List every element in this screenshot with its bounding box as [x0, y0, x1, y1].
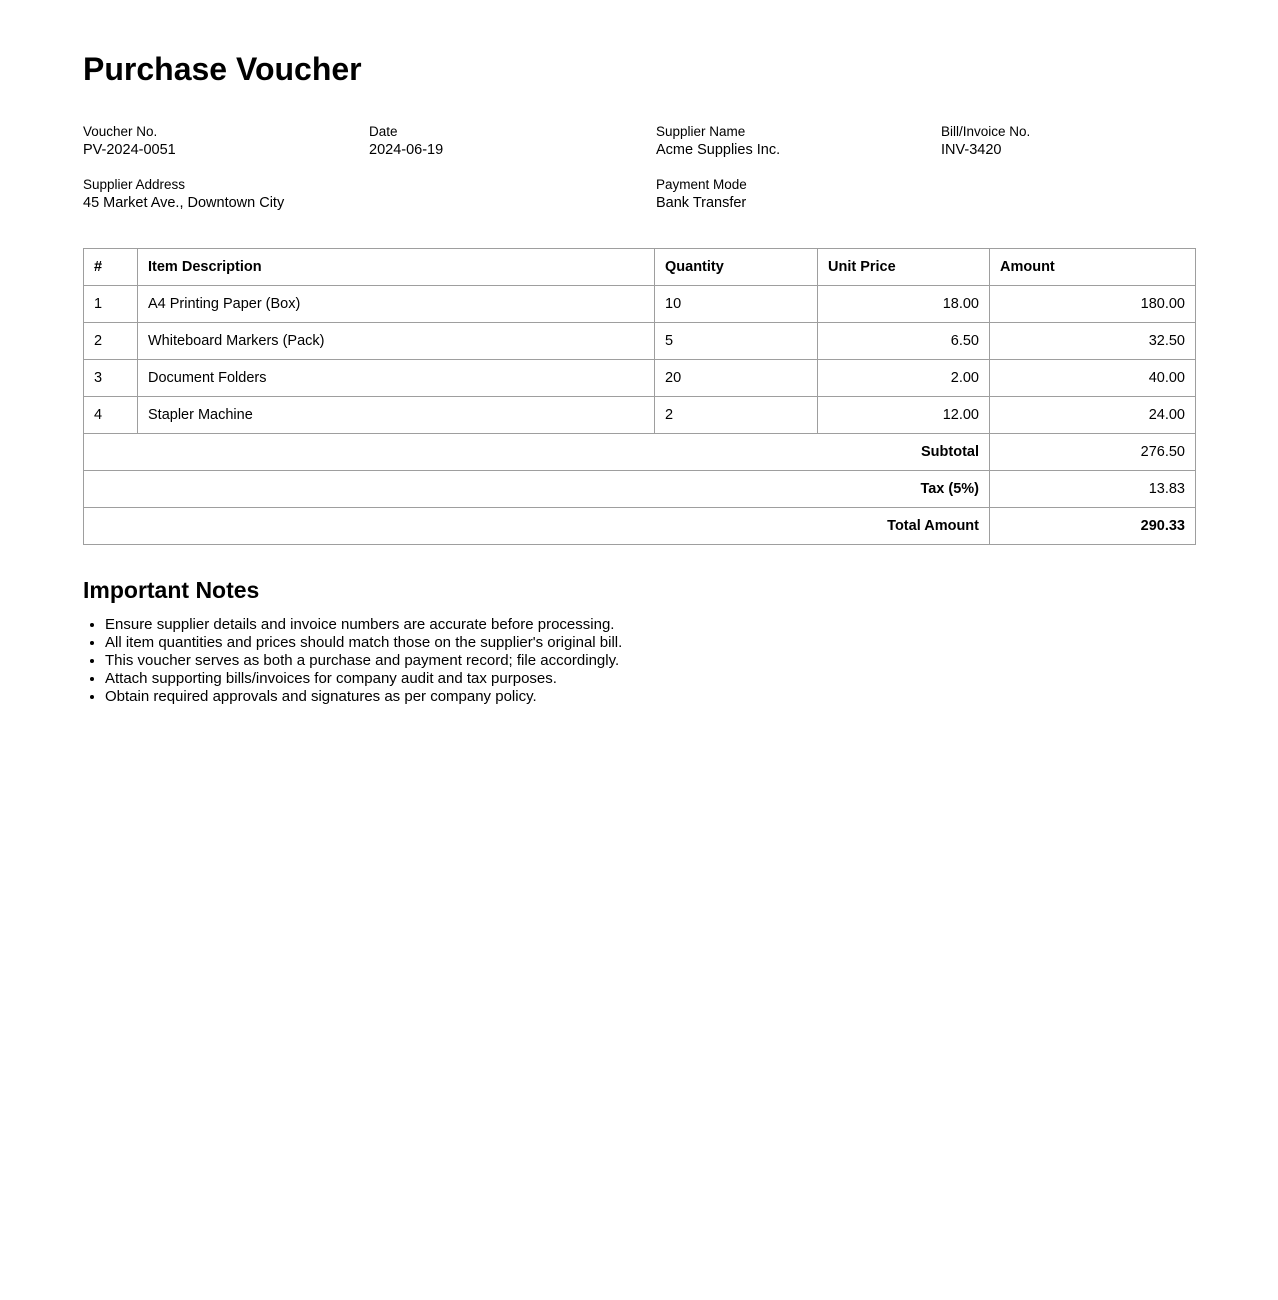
- field-payment-mode-value: Bank Transfer: [656, 195, 747, 211]
- subtotal-value: 276.50: [989, 433, 1196, 471]
- list-item: This voucher serves as both a purchase a…: [105, 652, 1195, 670]
- cell-unit-price: 12.00: [817, 396, 990, 434]
- table-row: 2 Whiteboard Markers (Pack) 5 6.50 32.50: [83, 322, 1196, 360]
- field-date-label: Date: [369, 124, 398, 139]
- cell-unit-price: 6.50: [817, 322, 990, 360]
- column-header-unit-price: Unit Price: [817, 248, 990, 286]
- cell-amount: 40.00: [989, 359, 1196, 397]
- field-payment-mode-label: Payment Mode: [656, 177, 747, 192]
- tax-label: Tax (5%): [83, 470, 990, 508]
- column-header-index: #: [83, 248, 138, 286]
- cell-index: 2: [83, 322, 138, 360]
- total-amount-row: Total Amount 290.33: [83, 507, 1196, 545]
- cell-quantity: 5: [654, 322, 818, 360]
- column-header-amount: Amount: [989, 248, 1196, 286]
- column-header-item-description: Item Description: [137, 248, 655, 286]
- field-supplier-name-label: Supplier Name: [656, 124, 746, 139]
- field-date-value: 2024-06-19: [369, 142, 444, 158]
- tax-value: 13.83: [989, 470, 1196, 508]
- cell-amount: 24.00: [989, 396, 1196, 434]
- cell-quantity: 2: [654, 396, 818, 434]
- field-payment-mode: Payment Mode Bank Transfer: [656, 176, 941, 212]
- cell-index: 3: [83, 359, 138, 397]
- field-voucher-no-label: Voucher No.: [83, 124, 158, 139]
- notes-list: Ensure supplier details and invoice numb…: [83, 616, 1195, 706]
- total-amount-label: Total Amount: [83, 507, 990, 545]
- field-bill-invoice-no-label: Bill/Invoice No.: [941, 124, 1031, 139]
- subtotal-label: Subtotal: [83, 433, 990, 471]
- column-header-quantity: Quantity: [654, 248, 818, 286]
- table-row: 4 Stapler Machine 2 12.00 24.00: [83, 396, 1196, 434]
- list-item: All item quantities and prices should ma…: [105, 634, 1195, 652]
- notes-heading: Important Notes: [83, 577, 260, 603]
- field-supplier-name-value: Acme Supplies Inc.: [656, 142, 781, 158]
- cell-quantity: 10: [654, 285, 818, 323]
- list-item: Obtain required approvals and signatures…: [105, 688, 1195, 706]
- field-supplier-address-value: 45 Market Ave., Downtown City: [83, 195, 285, 211]
- page-title: Purchase Voucher: [83, 51, 362, 87]
- cell-item-description: Whiteboard Markers (Pack): [137, 322, 655, 360]
- cell-unit-price: 2.00: [817, 359, 990, 397]
- items-table-header-row: # Item Description Quantity Unit Price A…: [83, 248, 1196, 286]
- cell-unit-price: 18.00: [817, 285, 990, 323]
- tax-row: Tax (5%) 13.83: [83, 470, 1196, 508]
- field-date: Date 2024-06-19: [369, 123, 656, 159]
- cell-quantity: 20: [654, 359, 818, 397]
- field-bill-invoice-no-value: INV-3420: [941, 142, 1002, 158]
- cell-index: 4: [83, 396, 138, 434]
- info-grid-spacer: [369, 176, 656, 212]
- field-voucher-no-value: PV-2024-0051: [83, 142, 176, 158]
- field-supplier-name: Supplier Name Acme Supplies Inc.: [656, 123, 941, 159]
- cell-item-description: Document Folders: [137, 359, 655, 397]
- table-row: 1 A4 Printing Paper (Box) 10 18.00 180.0…: [83, 285, 1196, 323]
- total-amount-value: 290.33: [989, 507, 1196, 545]
- list-item: Attach supporting bills/invoices for com…: [105, 670, 1195, 688]
- table-row: 3 Document Folders 20 2.00 40.00: [83, 359, 1196, 397]
- cell-amount: 32.50: [989, 322, 1196, 360]
- list-item: Ensure supplier details and invoice numb…: [105, 616, 1195, 634]
- cell-amount: 180.00: [989, 285, 1196, 323]
- field-supplier-address-label: Supplier Address: [83, 177, 186, 192]
- voucher-info-grid: Voucher No. PV-2024-0051 Date 2024-06-19…: [83, 123, 1195, 212]
- field-supplier-address: Supplier Address 45 Market Ave., Downtow…: [83, 176, 369, 212]
- field-bill-invoice-no: Bill/Invoice No. INV-3420: [941, 123, 1195, 159]
- items-table: # Item Description Quantity Unit Price A…: [83, 248, 1196, 545]
- subtotal-row: Subtotal 276.50: [83, 433, 1196, 471]
- field-voucher-no: Voucher No. PV-2024-0051: [83, 123, 369, 159]
- cell-item-description: A4 Printing Paper (Box): [137, 285, 655, 323]
- cell-index: 1: [83, 285, 138, 323]
- cell-item-description: Stapler Machine: [137, 396, 655, 434]
